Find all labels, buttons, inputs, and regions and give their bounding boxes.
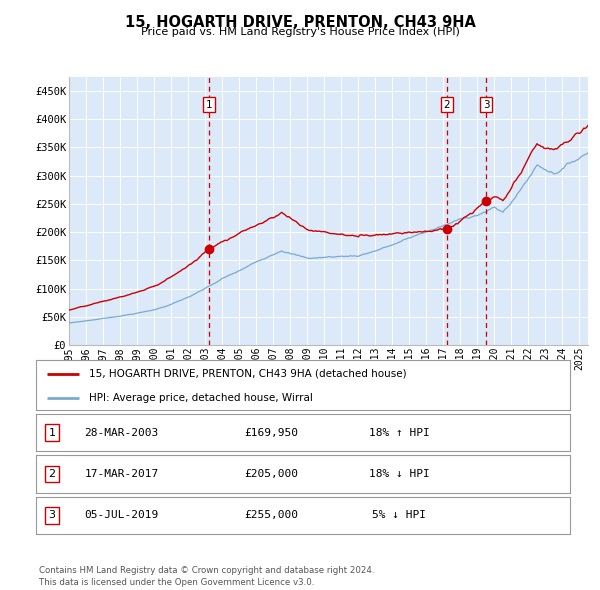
Text: 2: 2 bbox=[49, 469, 56, 479]
Text: 15, HOGARTH DRIVE, PRENTON, CH43 9HA (detached house): 15, HOGARTH DRIVE, PRENTON, CH43 9HA (de… bbox=[89, 369, 407, 379]
Text: 15, HOGARTH DRIVE, PRENTON, CH43 9HA: 15, HOGARTH DRIVE, PRENTON, CH43 9HA bbox=[125, 15, 475, 30]
Text: 18% ↑ HPI: 18% ↑ HPI bbox=[369, 428, 430, 438]
Text: £255,000: £255,000 bbox=[244, 510, 298, 520]
Text: Contains HM Land Registry data © Crown copyright and database right 2024.
This d: Contains HM Land Registry data © Crown c… bbox=[39, 566, 374, 587]
Text: 5% ↓ HPI: 5% ↓ HPI bbox=[372, 510, 426, 520]
Text: 3: 3 bbox=[49, 510, 56, 520]
Text: 17-MAR-2017: 17-MAR-2017 bbox=[85, 469, 158, 479]
Text: 1: 1 bbox=[206, 100, 212, 110]
Text: 3: 3 bbox=[483, 100, 490, 110]
Text: 18% ↓ HPI: 18% ↓ HPI bbox=[369, 469, 430, 479]
Text: 1: 1 bbox=[49, 428, 56, 438]
Text: 05-JUL-2019: 05-JUL-2019 bbox=[85, 510, 158, 520]
Text: £205,000: £205,000 bbox=[244, 469, 298, 479]
Text: £169,950: £169,950 bbox=[244, 428, 298, 438]
Text: HPI: Average price, detached house, Wirral: HPI: Average price, detached house, Wirr… bbox=[89, 392, 313, 402]
Text: 28-MAR-2003: 28-MAR-2003 bbox=[85, 428, 158, 438]
Text: 2: 2 bbox=[443, 100, 450, 110]
Text: Price paid vs. HM Land Registry's House Price Index (HPI): Price paid vs. HM Land Registry's House … bbox=[140, 27, 460, 37]
